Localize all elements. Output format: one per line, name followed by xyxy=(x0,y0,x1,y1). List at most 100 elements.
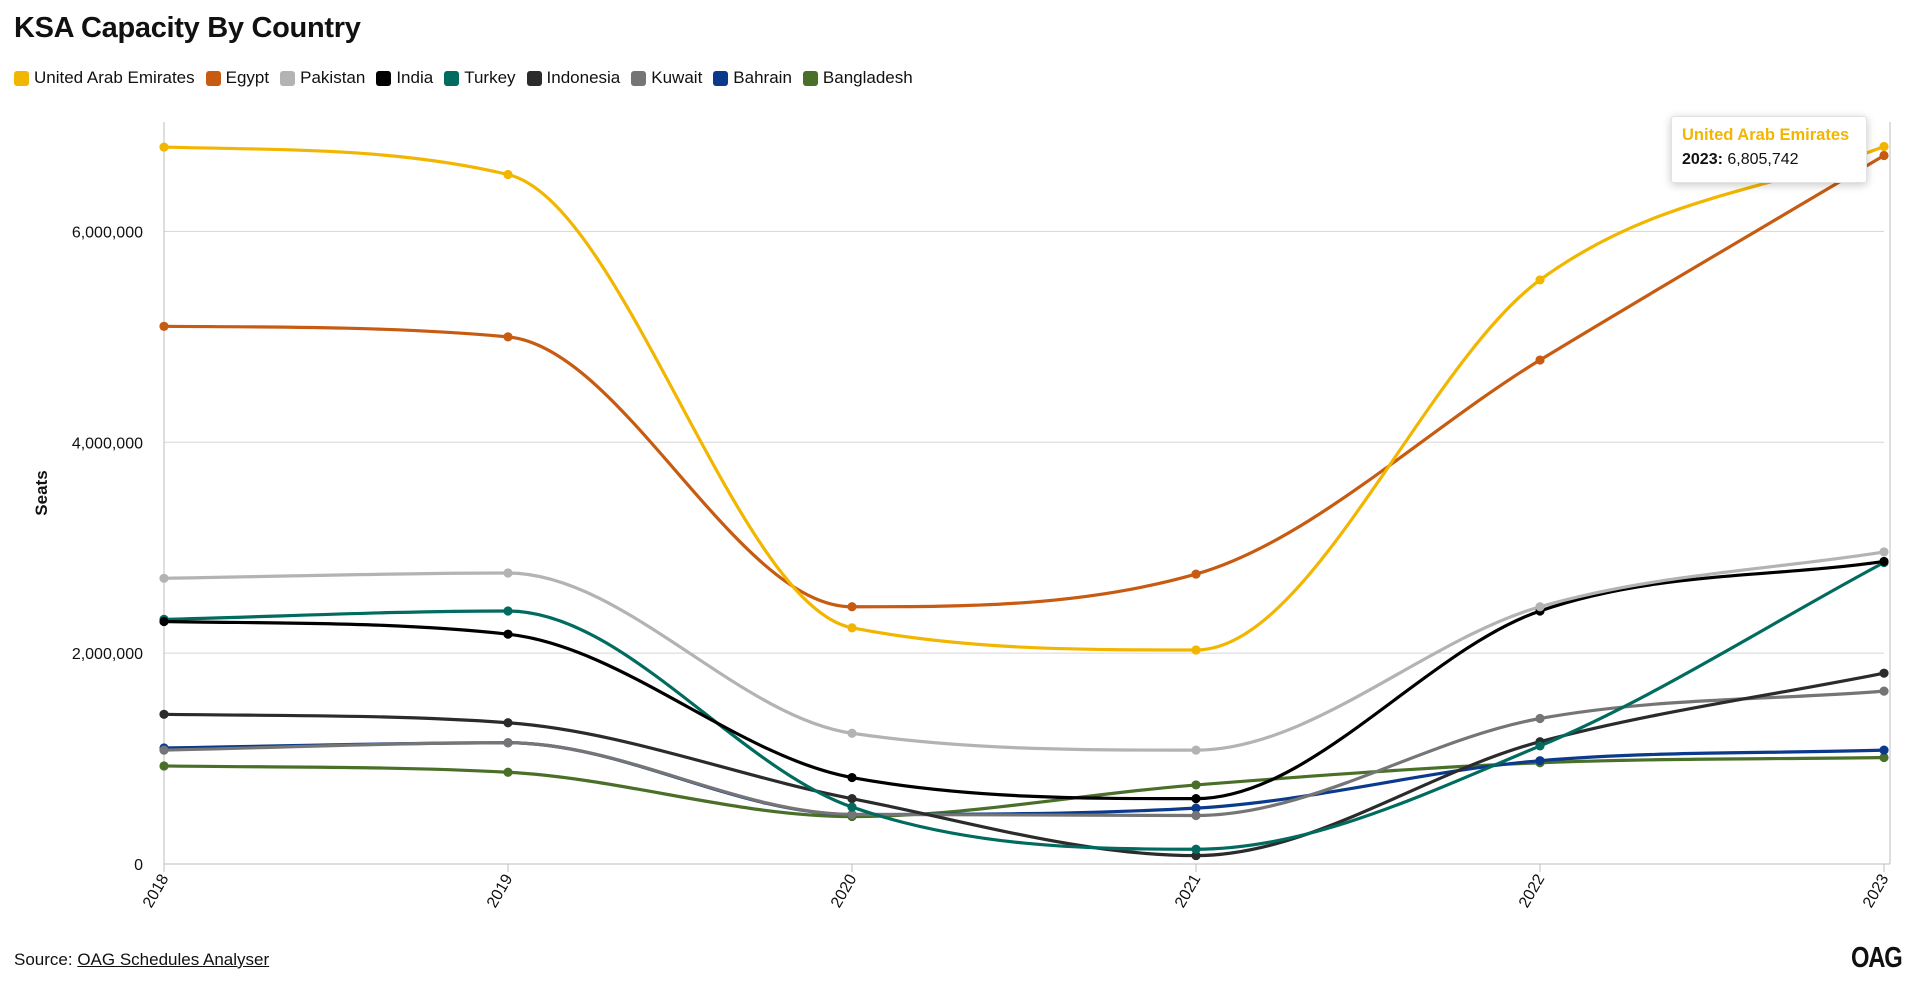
series-line-indonesia xyxy=(162,671,1886,858)
legend-label: Kuwait xyxy=(651,68,703,87)
legend-label: Bahrain xyxy=(733,68,792,87)
legend-swatch xyxy=(713,70,729,86)
data-point-india xyxy=(1191,794,1201,804)
legend-label: United Arab Emirates xyxy=(34,68,195,87)
legend-label: Bangladesh xyxy=(822,68,913,87)
data-point-united-arab-emirates xyxy=(1879,141,1889,152)
legend-item-egypt[interactable]: Egypt xyxy=(205,68,270,88)
legend-item-bangladesh[interactable]: Bangladesh xyxy=(802,68,913,88)
series-points xyxy=(159,141,1889,861)
data-point-bahrain xyxy=(1191,803,1201,813)
data-point-egypt xyxy=(1879,150,1889,161)
legend-swatch xyxy=(444,70,460,86)
data-point-kuwait xyxy=(1879,686,1889,696)
data-point-indonesia xyxy=(159,709,169,719)
y-axis-label: Seats xyxy=(32,470,51,515)
data-point-united-arab-emirates xyxy=(503,169,513,180)
y-tick-label: 0 xyxy=(134,857,143,874)
chart-title: KSA Capacity By Country xyxy=(14,12,361,44)
data-point-kuwait xyxy=(1535,713,1545,724)
tooltip-year: 2023: xyxy=(1682,151,1723,168)
data-point-indonesia xyxy=(1879,668,1889,678)
data-point-pakistan xyxy=(503,568,513,578)
data-point-bahrain xyxy=(1879,745,1889,755)
legend-swatch xyxy=(376,70,392,86)
data-point-bahrain xyxy=(1535,756,1545,766)
tooltip-value-row: 2023: 6,805,742 xyxy=(1682,151,1856,169)
data-point-indonesia xyxy=(847,794,857,804)
y-tick-label: 4,000,000 xyxy=(72,435,143,452)
data-point-bangladesh xyxy=(1879,752,1889,763)
y-tick-label: 2,000,000 xyxy=(72,646,143,663)
data-point-india xyxy=(503,629,513,639)
series-line-bangladesh xyxy=(162,755,1886,819)
series-line-kuwait xyxy=(162,689,1886,818)
data-point-india xyxy=(1879,556,1889,567)
y-tick-label: 6,000,000 xyxy=(72,224,143,241)
data-point-indonesia xyxy=(1191,850,1201,861)
series-line-pakistan xyxy=(162,550,1886,752)
oag-logo: OAG xyxy=(1851,942,1903,974)
legend-item-bahrain[interactable]: Bahrain xyxy=(713,68,792,88)
data-point-egypt xyxy=(159,321,169,331)
legend-swatch xyxy=(526,70,542,86)
x-tick-label: 2020 xyxy=(828,871,861,910)
chart-legend: United Arab Emirates Egypt Pakistan India Tu… xyxy=(14,68,924,88)
data-point-turkey xyxy=(1191,844,1201,854)
series-line-egypt xyxy=(162,153,1886,609)
x-tick-label: 2019 xyxy=(484,871,517,910)
data-point-bangladesh xyxy=(1191,780,1201,790)
series-lines xyxy=(162,144,1886,858)
data-point-pakistan xyxy=(1191,745,1201,755)
tooltip-series-name: United Arab Emirates xyxy=(1682,126,1850,144)
legend-item-indonesia[interactable]: Indonesia xyxy=(526,68,620,88)
data-point-kuwait xyxy=(159,745,169,755)
legend-label: Turkey xyxy=(464,68,516,87)
source-prefix: Source: xyxy=(14,950,78,969)
series-line-india xyxy=(162,559,1886,801)
legend-item-kuwait[interactable]: Kuwait xyxy=(631,68,702,88)
x-tick-label: 2023 xyxy=(1860,871,1893,910)
data-point-pakistan xyxy=(1879,547,1889,557)
legend-item-turkey[interactable]: Turkey xyxy=(444,68,516,88)
data-point-turkey xyxy=(1535,741,1545,751)
data-point-kuwait xyxy=(1191,810,1201,821)
data-point-bangladesh xyxy=(503,767,513,777)
legend-label: Egypt xyxy=(225,68,270,87)
source-link[interactable]: OAG Schedules Analyser xyxy=(77,950,270,969)
x-tick-label: 2022 xyxy=(1516,871,1549,910)
legend-item-united-arab-emirates[interactable]: United Arab Emirates xyxy=(14,68,195,88)
legend-swatch xyxy=(631,70,647,86)
data-point-egypt xyxy=(847,602,857,612)
tooltip-value: 6,805,742 xyxy=(1727,151,1799,168)
data-point-kuwait xyxy=(847,809,857,820)
data-tooltip: United Arab Emirates 2023: 6,805,742 xyxy=(1671,116,1867,183)
data-point-egypt xyxy=(1191,569,1201,579)
data-point-turkey xyxy=(847,802,857,812)
series-line-united-arab-emirates xyxy=(162,144,1886,652)
data-point-united-arab-emirates xyxy=(159,142,169,152)
legend-label: Pakistan xyxy=(300,68,366,87)
x-tick-label: 2018 xyxy=(140,871,173,910)
legend-item-pakistan[interactable]: Pakistan xyxy=(280,68,365,88)
legend-label: India xyxy=(396,68,434,87)
data-point-bangladesh xyxy=(159,761,169,771)
legend-swatch xyxy=(14,70,29,86)
data-point-pakistan xyxy=(159,573,169,583)
data-point-united-arab-emirates xyxy=(847,623,857,633)
data-point-pakistan xyxy=(847,728,857,738)
source-note: Source: OAG Schedules Analyser xyxy=(14,950,269,970)
grid-lines xyxy=(164,230,1884,654)
data-point-egypt xyxy=(1535,355,1545,365)
data-point-pakistan xyxy=(1535,602,1545,612)
legend-swatch xyxy=(802,70,818,86)
data-point-egypt xyxy=(503,332,513,342)
data-point-united-arab-emirates xyxy=(1535,275,1545,285)
data-point-united-arab-emirates xyxy=(1191,645,1201,655)
data-point-indonesia xyxy=(503,718,513,728)
legend-item-india[interactable]: India xyxy=(376,68,433,88)
data-point-kuwait xyxy=(503,738,513,748)
x-tick-label: 2021 xyxy=(1172,871,1205,910)
legend-swatch xyxy=(205,70,221,86)
